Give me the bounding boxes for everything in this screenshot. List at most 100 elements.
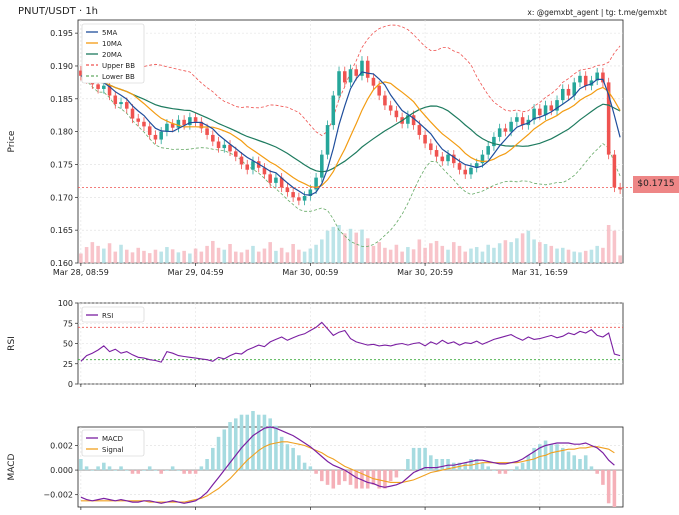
macd-histogram-bar xyxy=(423,447,427,471)
price-axis-tick-label: 0.165 xyxy=(50,226,73,235)
volume-bar xyxy=(383,247,387,263)
candle-body xyxy=(274,177,278,183)
macd-histogram-bar xyxy=(216,436,221,471)
macd-histogram-bar xyxy=(90,470,95,471)
volume-bar xyxy=(79,253,83,263)
candle-body xyxy=(199,121,204,129)
candle-body xyxy=(228,144,232,152)
volume-bar xyxy=(411,249,416,263)
candle-body xyxy=(423,134,427,144)
volume-bar xyxy=(394,244,399,263)
rsi-axis-tick-label: 100 xyxy=(58,299,73,308)
volume-bar xyxy=(216,247,221,263)
volume-bar xyxy=(188,253,192,263)
volume-bar xyxy=(474,247,479,263)
macd-histogram-bar xyxy=(515,466,519,471)
volume-bar xyxy=(90,242,95,263)
volume-bar xyxy=(434,240,439,263)
candle-body xyxy=(251,161,255,170)
rsi-legend-box xyxy=(81,306,145,323)
candle-body xyxy=(337,71,341,96)
price-axis-tick-label: 0.180 xyxy=(50,128,73,137)
macd-histogram-bar xyxy=(560,447,565,471)
volume-bar xyxy=(555,248,559,263)
volume-bar xyxy=(583,250,588,263)
volume-bar xyxy=(302,251,307,263)
candle-body xyxy=(406,115,410,124)
volume-bar xyxy=(463,251,468,263)
candle-body xyxy=(147,126,152,135)
rsi-line xyxy=(80,321,621,363)
candle-body xyxy=(182,119,186,126)
volume-bar xyxy=(429,243,433,263)
volume-bar xyxy=(451,242,456,263)
volume-bar xyxy=(417,239,422,263)
macd-axis-label: MACD xyxy=(7,453,17,480)
volume-bar xyxy=(211,240,215,263)
candle-body xyxy=(279,177,284,188)
volume-bar xyxy=(136,247,141,263)
volume-bar xyxy=(308,248,313,263)
macd-histogram-bar xyxy=(233,418,238,471)
candle-body xyxy=(79,70,83,76)
candle-body xyxy=(193,117,198,122)
candle-body xyxy=(543,105,548,116)
candle-body xyxy=(153,134,158,140)
candle-body xyxy=(566,88,571,96)
volume-bar xyxy=(314,244,318,263)
volume-bar xyxy=(388,249,393,263)
volume-bar xyxy=(526,230,531,263)
macd-histogram-bar xyxy=(400,470,404,471)
volume-bar xyxy=(354,232,359,263)
candle-body xyxy=(222,144,227,149)
candle-body xyxy=(560,88,565,101)
macd-histogram-bar xyxy=(239,414,244,471)
volume-bar xyxy=(371,245,376,263)
candle-body xyxy=(233,151,238,157)
candle-body xyxy=(532,108,536,120)
volume-bar xyxy=(96,245,100,263)
macd-histogram-bar xyxy=(572,455,577,471)
candle-body xyxy=(538,108,542,116)
price-axis-tick-label: 0.190 xyxy=(50,62,73,71)
volume-bar xyxy=(130,252,135,263)
candle-body xyxy=(165,123,169,132)
macd-histogram-bar xyxy=(451,462,456,471)
volume-bar xyxy=(538,242,542,263)
macd-histogram-bar xyxy=(188,470,192,474)
volume-bar xyxy=(147,253,152,263)
macd-histogram-bar xyxy=(320,470,324,482)
candle-body xyxy=(205,128,209,135)
candle-body xyxy=(486,146,490,155)
volume-bar xyxy=(509,242,513,263)
candle-body xyxy=(211,134,215,142)
candle-body xyxy=(457,163,462,170)
candle-body xyxy=(503,128,508,132)
price-axis-frame xyxy=(77,19,624,264)
macd-histogram-bar xyxy=(429,455,433,471)
macd-histogram-bar xyxy=(228,422,232,471)
chart-title: PNUT/USDT · 1h xyxy=(18,6,99,17)
macd-histogram-bar xyxy=(130,470,135,474)
macd-histogram-bar xyxy=(486,466,490,471)
volume-bar xyxy=(515,238,519,263)
macd-histogram-bar xyxy=(578,459,582,471)
volume-bar xyxy=(285,252,290,263)
volume-bar xyxy=(423,247,427,263)
macd-histogram-bar xyxy=(170,466,175,471)
candle-body xyxy=(434,150,439,157)
rsi-legend-label: RSI xyxy=(102,312,113,320)
volume-bar xyxy=(124,249,129,263)
candle-body xyxy=(520,117,525,126)
volume-bar xyxy=(205,245,209,263)
macd-histogram-bar xyxy=(417,447,422,471)
rsi-axis-tick-label: 0 xyxy=(68,380,73,389)
macd-histogram-bar xyxy=(96,466,100,471)
macd-histogram-bar xyxy=(205,459,209,471)
candle-body xyxy=(549,105,554,111)
macd-histogram-bar xyxy=(555,444,559,471)
macd-histogram-bar xyxy=(377,470,381,489)
macd-legend-label: MACD xyxy=(102,435,123,443)
candle-body xyxy=(113,95,118,105)
macd-histogram-bar xyxy=(480,462,485,471)
